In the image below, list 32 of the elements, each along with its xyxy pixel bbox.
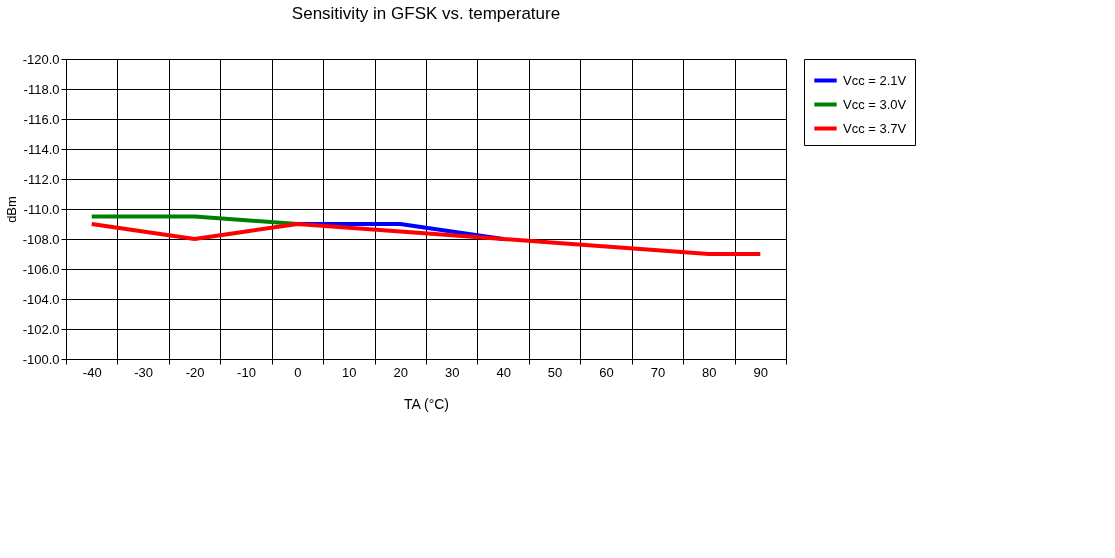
x-tick-label: -30 <box>134 364 154 380</box>
x-tick-label: 20 <box>393 364 409 380</box>
y-tick-label: -100.0 <box>22 351 60 367</box>
legend-label: Vcc = 2.1V <box>843 72 907 88</box>
x-tick-label: 90 <box>753 364 769 380</box>
y-tick-label: -108.0 <box>22 231 60 247</box>
x-tick-label: -10 <box>237 364 256 380</box>
y-tick-label: -110.0 <box>23 201 60 217</box>
x-tick-label: 80 <box>702 364 717 380</box>
y-tick-label: -118.0 <box>23 81 60 97</box>
line-series <box>89 222 763 256</box>
x-tick-label: 0 <box>294 364 302 380</box>
x-tick-label: 50 <box>547 364 563 380</box>
y-tick-label: -116.0 <box>23 111 60 127</box>
chart-title: Sensitivity in GFSK vs. temperature <box>291 4 561 23</box>
y-tick-label: -120.0 <box>22 51 60 67</box>
y-tick-label: -114.0 <box>23 141 60 157</box>
x-tick-label: 40 <box>496 364 511 380</box>
y-axis-title: dBm <box>3 196 19 223</box>
y-tick-label: -112.0 <box>23 171 60 187</box>
legend-label: Vcc = 3.7V <box>843 120 907 136</box>
y-tick-label: -104.0 <box>22 291 60 307</box>
y-tick-label: -102.0 <box>22 321 60 337</box>
x-tick-label: -20 <box>185 364 205 380</box>
x-tick-label: 30 <box>444 364 460 380</box>
legend-label: Vcc = 3.0V <box>843 96 907 112</box>
x-axis-title: TA (°C) <box>403 395 450 412</box>
x-tick-label: 60 <box>599 364 614 380</box>
x-tick-label: -40 <box>82 364 102 380</box>
y-tick-label: -106.0 <box>22 261 60 277</box>
x-tick-label: 70 <box>650 364 666 380</box>
x-tick-label: 10 <box>342 364 357 380</box>
